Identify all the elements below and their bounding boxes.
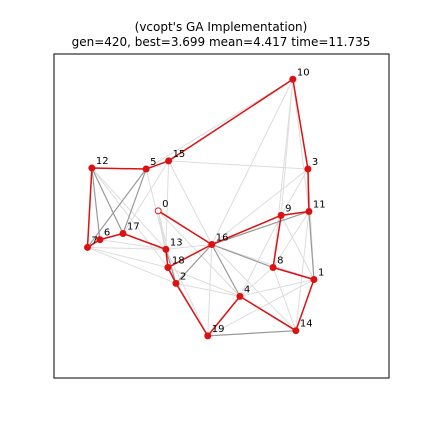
nodes (84, 75, 318, 340)
edge-dark-19-14 (207, 330, 296, 337)
candidate-edges-light (87, 78, 315, 337)
edge-light-10-11 (292, 79, 310, 212)
node-label-13: 13 (170, 237, 183, 248)
plot-area (53, 53, 390, 379)
edge-dark-8-16 (211, 243, 274, 269)
node-13 (162, 245, 170, 253)
node-label-18: 18 (172, 256, 185, 267)
node-6 (96, 236, 104, 244)
edge-light-1-19 (207, 279, 315, 337)
edge-light-8-14 (272, 267, 297, 331)
node-label-6: 6 (104, 228, 110, 239)
edge-dark-5-17 (122, 168, 147, 234)
edge-light-6-13 (99, 239, 166, 250)
node-label-0: 0 (162, 199, 168, 210)
edge-light-12-18 (91, 167, 169, 268)
edge-light-7-18 (87, 246, 169, 269)
edge-light-8-11 (272, 211, 310, 268)
edge-light-16-14 (211, 244, 297, 332)
node-label-7: 7 (92, 235, 98, 246)
edge-light-4-18 (167, 267, 241, 297)
node-label-5: 5 (150, 157, 156, 168)
node-label-14: 14 (300, 319, 313, 330)
edge-light-7-13 (87, 246, 166, 250)
node-label-8: 8 (277, 256, 283, 267)
node-label-2: 2 (180, 271, 186, 282)
edge-light-4-2 (175, 282, 241, 297)
edge-dark-5-7 (87, 168, 147, 248)
edge-light-15-3 (168, 160, 308, 170)
node-19 (204, 332, 212, 340)
node-15 (165, 157, 173, 165)
node-2 (172, 279, 180, 287)
node-1 (310, 276, 318, 284)
node-12 (88, 164, 96, 172)
edge-light-16-3 (211, 168, 309, 245)
node-5 (142, 165, 150, 173)
node-10 (289, 75, 297, 83)
edge-light-8-4 (239, 267, 274, 297)
node-17 (119, 229, 127, 237)
edge-dark-16-11 (211, 210, 310, 246)
node-label-12: 12 (96, 156, 109, 167)
node-label-4: 4 (244, 284, 250, 295)
edge-light-9-3 (280, 168, 309, 216)
edge-light-11-14 (295, 211, 310, 331)
edge-light-10-8 (272, 79, 294, 268)
node-label-15: 15 (173, 149, 186, 160)
node-label-17: 17 (127, 221, 140, 232)
edge-light-10-16 (211, 79, 294, 245)
chart-title: (vcopt's GA Implementation) (135, 20, 308, 34)
node-4 (236, 292, 244, 300)
edge-dark-12-6 (91, 167, 101, 240)
edge-light-0-4 (157, 210, 241, 297)
node-label-1: 1 (318, 268, 324, 279)
node-0 (154, 207, 162, 215)
edge-dark-4-16 (211, 244, 241, 297)
edge-light-9-1 (280, 215, 315, 280)
edge-light-10-5 (145, 78, 294, 170)
edge-light-15-16 (168, 160, 213, 245)
node-label-11: 11 (313, 199, 326, 210)
edge-light-15-17 (122, 160, 169, 234)
edge-light-9-4 (239, 215, 282, 297)
edge-dark-12-17 (91, 167, 124, 234)
node-label-10: 10 (297, 67, 310, 78)
node-18 (164, 264, 172, 272)
chart-subtitle: gen=420, best=3.699 mean=4.417 time=11.7… (72, 35, 371, 49)
node-label-9: 9 (285, 203, 291, 214)
edge-light-7-2 (87, 246, 177, 284)
node-14 (292, 327, 300, 335)
node-label-16: 16 (216, 233, 229, 244)
node-11 (305, 207, 313, 215)
edge-dark-11-1 (308, 211, 315, 280)
edge-light-13-19 (165, 249, 209, 337)
node-9 (277, 211, 285, 219)
node-16 (208, 241, 216, 249)
node-3 (304, 165, 312, 173)
node-7 (84, 243, 91, 251)
edge-light-1-4 (239, 279, 315, 297)
node-label-3: 3 (312, 157, 318, 168)
node-8 (269, 264, 277, 272)
edge-light-13-16 (165, 244, 212, 250)
edge-dark-2-16 (175, 244, 213, 284)
edge-light-12-13 (91, 167, 167, 250)
node-label-19: 19 (212, 324, 225, 335)
edge-light-15-13 (165, 160, 170, 250)
